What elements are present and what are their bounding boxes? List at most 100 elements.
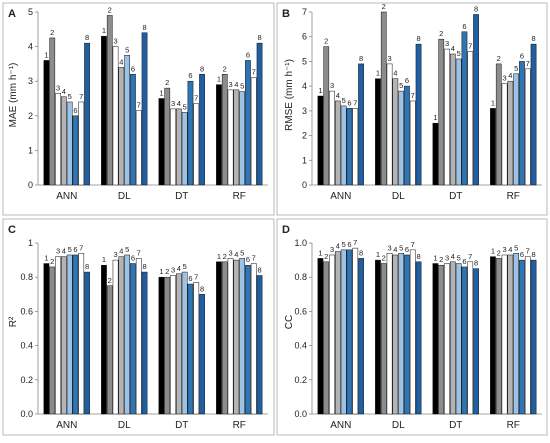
- y-tick-label: 0.4: [20, 341, 33, 351]
- bar-series-label: 7: [411, 240, 415, 249]
- bar: [181, 112, 188, 186]
- panel-letter-b: B: [282, 8, 290, 20]
- bar-series-label: 4: [62, 247, 66, 256]
- bar-series-label: 1: [318, 248, 322, 257]
- y-tick-label: 0.0: [20, 409, 33, 419]
- bar: [112, 259, 119, 415]
- bar: [467, 51, 474, 186]
- bar-series-label: 5: [457, 254, 461, 263]
- bar: [55, 256, 61, 415]
- bar: [239, 258, 246, 415]
- bar: [221, 261, 228, 415]
- bar-series-label: 8: [359, 248, 363, 257]
- bar-series-label: 4: [508, 245, 512, 254]
- bar: [340, 249, 347, 415]
- bar-series-label: 6: [347, 98, 351, 107]
- bar: [450, 261, 456, 415]
- y-axis-label-c: R²: [8, 316, 19, 327]
- y-tick-label: 4: [302, 81, 307, 91]
- bar-series-label: 1: [376, 69, 380, 78]
- y-tick-label: 0.2: [20, 375, 33, 385]
- bar-series-label: 1: [159, 267, 163, 276]
- bar: [398, 90, 404, 186]
- bar-series-label: 8: [85, 33, 89, 42]
- bar: [335, 100, 341, 186]
- bar: [432, 263, 439, 415]
- bar: [112, 46, 119, 186]
- bar: [438, 38, 445, 186]
- y-tick-label: 0.4: [294, 341, 307, 351]
- bar-series-label: 1: [433, 113, 437, 122]
- bar: [461, 266, 468, 415]
- bar-series-label: 8: [416, 34, 420, 43]
- bar: [329, 90, 335, 186]
- bar: [72, 254, 79, 415]
- bar-series-label: 2: [497, 248, 501, 257]
- bar: [227, 89, 234, 186]
- bar: [501, 83, 508, 186]
- bar-series-label: 1: [217, 75, 221, 84]
- bar-series-label: 8: [85, 262, 89, 271]
- bar: [380, 263, 387, 415]
- bar-series-label: 2: [50, 257, 54, 266]
- bar: [164, 276, 171, 415]
- bar: [507, 254, 514, 415]
- bar: [444, 263, 450, 415]
- bar: [415, 261, 422, 415]
- bar: [317, 95, 324, 186]
- bar: [507, 80, 514, 186]
- bar: [72, 115, 79, 186]
- bar: [49, 266, 56, 415]
- bar-series-label: 4: [119, 57, 123, 66]
- bar: [124, 55, 131, 186]
- bar-series-label: 3: [228, 80, 232, 89]
- bar-series-label: 7: [526, 247, 530, 256]
- bar: [158, 98, 165, 186]
- bar-series-label: 1: [159, 89, 163, 98]
- bar: [461, 31, 468, 186]
- bar-series-label: 5: [457, 49, 461, 58]
- bar: [404, 254, 410, 415]
- bar: [199, 74, 205, 186]
- x-category-label: ANN: [56, 191, 77, 202]
- x-category-label: DL: [118, 420, 131, 431]
- bar: [176, 108, 182, 186]
- bar-series-label: 2: [439, 255, 443, 264]
- bar-series-label: 8: [359, 54, 363, 63]
- bar-series-label: 7: [252, 68, 256, 77]
- y-tick-label: 2: [28, 111, 33, 121]
- bar-series-label: 4: [119, 247, 123, 256]
- y-tick-label: 7: [302, 7, 307, 17]
- bar-series-label: 1: [102, 26, 106, 35]
- bar-series-label: 8: [531, 34, 535, 43]
- bar-series-label: 6: [462, 22, 466, 31]
- bar-series-label: 3: [502, 245, 506, 254]
- bar-series-label: 3: [113, 250, 117, 259]
- bar-series-label: 6: [131, 254, 135, 263]
- bar-series-label: 3: [113, 37, 117, 46]
- bar-series-label: 4: [62, 87, 66, 96]
- bar: [352, 247, 359, 415]
- bar-series-label: 5: [342, 96, 346, 105]
- bar-series-label: 4: [336, 91, 340, 100]
- bar-series-label: 7: [79, 92, 83, 101]
- bar: [519, 259, 525, 415]
- y-tick-label: 1.0: [294, 238, 307, 248]
- bar-series-label: 2: [497, 54, 501, 63]
- y-tick-label: 5: [302, 56, 307, 66]
- bar-series-label: 6: [246, 50, 250, 59]
- bar: [380, 11, 387, 186]
- bar: [78, 101, 85, 186]
- bar-series-label: 8: [142, 262, 146, 271]
- bar: [513, 253, 519, 415]
- bar: [524, 256, 531, 415]
- bar: [317, 258, 324, 415]
- bar: [404, 85, 410, 186]
- bar: [352, 108, 359, 186]
- bar: [245, 264, 251, 415]
- bar-series-label: 4: [508, 71, 512, 80]
- bar: [49, 37, 56, 186]
- bar-series-label: 1: [491, 247, 495, 256]
